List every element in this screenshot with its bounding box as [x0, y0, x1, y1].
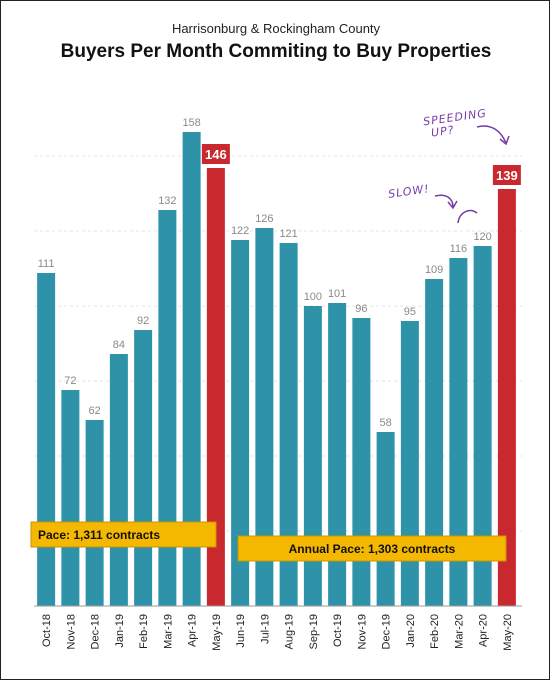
- bar-oct-18: [37, 273, 56, 606]
- value-label: 126: [255, 213, 273, 225]
- tick-label: Sep-19: [308, 614, 320, 649]
- bar-mar-19: [158, 210, 177, 606]
- value-label: 132: [158, 195, 176, 207]
- tick-label: Dec-18: [90, 614, 102, 649]
- pace-left-label: Pace: 1,311 contracts: [38, 528, 160, 542]
- bar-jan-19: [109, 354, 128, 606]
- bar-mar-20: [449, 258, 468, 606]
- tick-label: Nov-18: [65, 614, 77, 649]
- bar-feb-19: [134, 330, 153, 606]
- pace-right-box: [237, 535, 507, 562]
- bar-dec-18: [85, 420, 104, 606]
- value-label: 109: [425, 264, 443, 276]
- bar-nov-19: [352, 318, 371, 606]
- value-label: 92: [137, 315, 149, 327]
- bar-apr-20: [473, 246, 492, 606]
- bar-feb-20: [425, 279, 444, 606]
- bar-dec-19: [376, 432, 395, 606]
- bar-may-20: [497, 189, 516, 606]
- tick-label: Mar-20: [453, 614, 465, 649]
- tick-label: Nov-19: [356, 614, 368, 649]
- tick-label: Jun-19: [235, 614, 247, 648]
- chart-title: Buyers Per Month Commiting to Buy Proper…: [60, 41, 492, 62]
- slow-arrow: [434, 194, 454, 208]
- tick-label: May-20: [502, 614, 514, 651]
- bar-apr-19: [182, 132, 201, 606]
- value-label: 58: [380, 417, 392, 429]
- tick-label: Jan-20: [405, 614, 417, 648]
- tick-label: Aug-19: [284, 614, 296, 649]
- value-label: 95: [404, 306, 416, 318]
- value-label: 62: [89, 405, 101, 417]
- tick-label: Jan-19: [114, 614, 126, 648]
- value-label: 158: [182, 117, 200, 129]
- value-label: 96: [355, 303, 367, 315]
- tick-label: Dec-19: [381, 614, 393, 649]
- value-label: 122: [231, 225, 249, 237]
- tick-label: Oct-19: [332, 614, 344, 647]
- value-label: 101: [328, 288, 346, 300]
- slow-curl: [457, 209, 478, 224]
- value-label-box: [201, 144, 230, 164]
- value-label: 121: [279, 228, 297, 240]
- value-label: 111: [38, 258, 55, 270]
- bar-sep-19: [303, 306, 322, 606]
- speeding-arrowhead: [499, 135, 510, 146]
- speeding-arrow: [476, 125, 507, 144]
- tick-label: May-19: [211, 614, 223, 651]
- bar-jun-19: [231, 240, 250, 606]
- tick-label: Feb-19: [138, 614, 150, 649]
- tick-label: Jul-19: [259, 614, 271, 644]
- value-label: 120: [473, 231, 491, 243]
- bar-jul-19: [255, 228, 274, 606]
- value-label: 116: [450, 243, 468, 255]
- bar-aug-19: [279, 243, 298, 606]
- bar-oct-19: [328, 303, 347, 606]
- bar-jan-20: [400, 321, 419, 606]
- bar-may-19: [206, 168, 225, 606]
- tick-label: Feb-20: [429, 614, 441, 649]
- bar-nov-18: [61, 390, 80, 606]
- pace-right-label: Annual Pace: 1,303 contracts: [289, 542, 456, 556]
- value-label: 146: [205, 147, 227, 162]
- tick-label: Apr-19: [187, 614, 199, 647]
- tick-label: Apr-20: [478, 614, 490, 647]
- value-label: 100: [304, 291, 322, 303]
- tick-label: Oct-18: [41, 614, 53, 647]
- pace-left-box: [30, 521, 217, 548]
- tick-label: Mar-19: [162, 614, 174, 649]
- value-label: 139: [496, 168, 518, 183]
- value-label-box: [492, 165, 521, 185]
- value-label: 84: [113, 339, 125, 351]
- chart-subtitle: Harrisonburg & Rockingham County: [171, 21, 381, 36]
- value-label: 72: [64, 375, 76, 387]
- slow-arrowhead: [447, 200, 458, 210]
